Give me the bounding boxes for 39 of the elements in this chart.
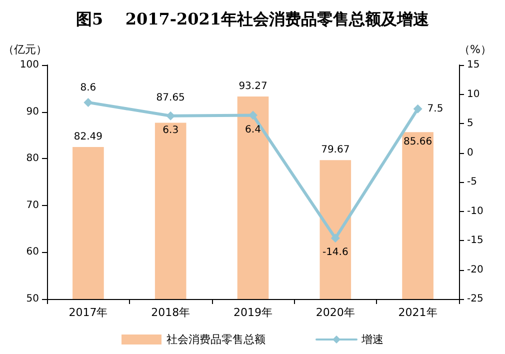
x-tick-label: 2019年 [234,306,272,319]
data-label: 8.6 [80,82,96,94]
data-label: 85.66 [403,136,432,148]
y2-tick-label: 5 [467,118,474,129]
y2-tick-label: 0 [467,147,474,158]
y2-tick-label: 15 [467,60,480,70]
y-axis-title: （亿元） [3,43,47,56]
point [84,98,93,107]
data-label: 6.4 [245,124,261,136]
point [413,104,422,114]
y2-tick-label: -25 [467,294,484,304]
y-tick-label: 50 [26,294,39,304]
y2-tick-label: -5 [467,176,477,188]
data-label: 6.3 [162,124,179,136]
x-tick-label: 2017年 [68,306,108,319]
data-label: 82.49 [74,131,103,142]
y-tick-label: 60 [26,246,39,258]
y-tick-label: 100 [20,60,39,70]
x-tick-label: 2018年 [151,306,190,319]
data-label: 79.67 [321,144,350,156]
chart-title: 图5 2017-2021年社会消费品零售总额及增速 [76,10,430,28]
y-tick-label: 80 [26,153,39,164]
y-tick-label: 90 [26,106,39,118]
x-tick-label: 2020年 [316,306,355,319]
x-tick-label: 2021年 [398,306,438,319]
legend-label: 增速 [360,333,384,346]
data-label: 87.65 [156,92,185,104]
data-label: 93.27 [238,80,268,92]
data-label: 7.5 [427,103,444,114]
y-tick-label: 70 [26,200,39,211]
point [330,234,340,243]
y2-tick-label: -15 [467,235,484,246]
y2-tick-label: 10 [467,88,480,100]
point [248,110,258,120]
y2-axis-title: （%） [459,43,492,56]
y2-tick-label: -10 [467,206,484,217]
legend-label: 社会消费品零售总额 [166,333,266,346]
data-label: -14.6 [322,247,348,258]
y2-tick-label: -20 [467,264,484,276]
